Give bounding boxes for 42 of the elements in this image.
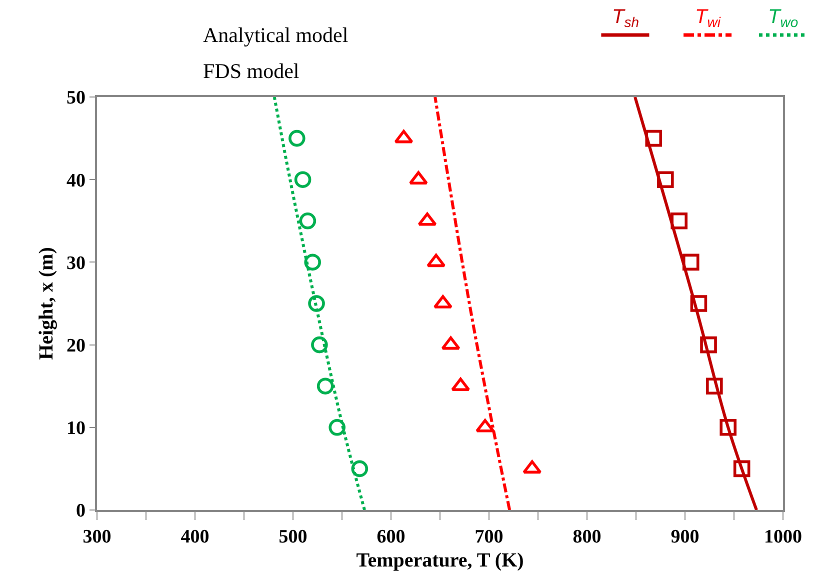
point (308, 295, 325, 312)
point (720, 419, 737, 436)
y-tick-label: 40 (66, 170, 86, 192)
point (328, 419, 346, 436)
point (316, 378, 334, 394)
y-tick-label: 50 (66, 88, 86, 109)
text: T$_{wi}$ (695, 6, 722, 30)
point (657, 171, 674, 188)
text: T$_{sh}$ (612, 6, 640, 30)
line-series (434, 97, 512, 510)
text: T$_{wo}$ (768, 6, 798, 30)
point (682, 254, 700, 271)
y-tick-label: 0 (76, 500, 86, 522)
point (645, 130, 662, 147)
x-tick-label: 600 (376, 526, 406, 548)
point (706, 378, 723, 394)
x-tick-label: 1000 (764, 526, 802, 548)
point (288, 130, 306, 147)
line-series (634, 97, 758, 510)
x-tick-label: 300 (82, 526, 112, 548)
text: FDS model (203, 59, 300, 83)
y-tick-label: 20 (66, 335, 86, 356)
point (304, 254, 321, 271)
point (311, 336, 328, 354)
text: Analytical model (203, 23, 348, 47)
point (299, 212, 316, 230)
point (351, 460, 368, 478)
x-tick-label: 500 (278, 526, 308, 548)
point (294, 171, 312, 188)
y-tick-label: 10 (66, 418, 86, 440)
y-axis-title: Height, x (m) (35, 247, 58, 360)
y-tick-label: 30 (66, 252, 86, 274)
x-tick-label: 700 (474, 526, 504, 548)
point (690, 295, 708, 312)
point (670, 212, 688, 230)
line-series (272, 97, 366, 510)
x-tick-label: 900 (670, 526, 700, 548)
x-tick-label: 800 (572, 526, 602, 548)
x-axis-title: Temperature, T (K) (356, 550, 524, 572)
x-tick-label: 400 (180, 526, 210, 548)
point (700, 336, 717, 354)
point (733, 460, 750, 478)
